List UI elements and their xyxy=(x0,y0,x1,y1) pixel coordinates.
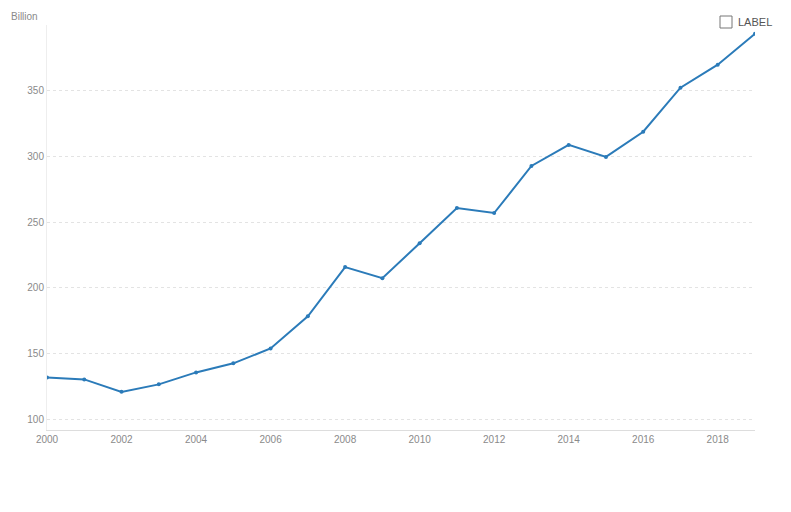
svg-text:2006: 2006 xyxy=(259,434,282,445)
svg-text:LABEL: LABEL xyxy=(738,16,772,28)
svg-text:2008: 2008 xyxy=(334,434,357,445)
svg-text:2018: 2018 xyxy=(707,434,730,445)
svg-text:2016: 2016 xyxy=(632,434,655,445)
svg-text:2014: 2014 xyxy=(558,434,581,445)
svg-text:300: 300 xyxy=(27,151,44,162)
svg-text:150: 150 xyxy=(27,348,44,359)
svg-text:350: 350 xyxy=(27,85,44,96)
svg-text:100: 100 xyxy=(27,414,44,425)
svg-text:2002: 2002 xyxy=(110,434,133,445)
svg-text:2004: 2004 xyxy=(185,434,208,445)
svg-text:Billion: Billion xyxy=(11,11,38,22)
svg-text:250: 250 xyxy=(27,217,44,228)
svg-text:2012: 2012 xyxy=(483,434,506,445)
svg-text:200: 200 xyxy=(27,282,44,293)
svg-text:2000: 2000 xyxy=(36,434,59,445)
svg-text:2010: 2010 xyxy=(409,434,432,445)
